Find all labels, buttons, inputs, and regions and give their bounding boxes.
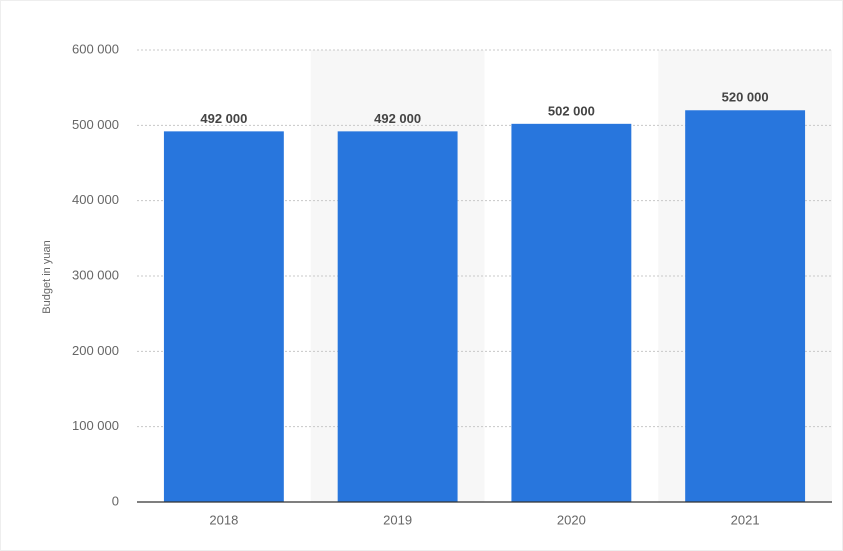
y-tick-label: 300 000 [72, 267, 119, 282]
value-label: 492 000 [200, 111, 247, 126]
y-tick-label: 500 000 [72, 117, 119, 132]
bar [685, 110, 806, 503]
y-tick-label: 200 000 [72, 343, 119, 358]
value-label: 502 000 [548, 103, 595, 118]
bar [511, 123, 632, 503]
bar [163, 131, 284, 503]
value-label: 520 000 [722, 90, 769, 105]
y-tick-label: 400 000 [72, 192, 119, 207]
value-label: 492 000 [374, 111, 421, 126]
x-tick-label: 2019 [383, 512, 412, 527]
y-tick-label: 600 000 [72, 41, 119, 56]
y-tick-label: 0 [112, 493, 119, 508]
x-tick-label: 2021 [731, 512, 760, 527]
x-tick-label: 2020 [557, 512, 586, 527]
x-tick-label: 2018 [209, 512, 238, 527]
y-tick-label: 100 000 [72, 418, 119, 433]
bar [337, 131, 458, 503]
y-axis-label: Budget in yuan [41, 240, 53, 313]
